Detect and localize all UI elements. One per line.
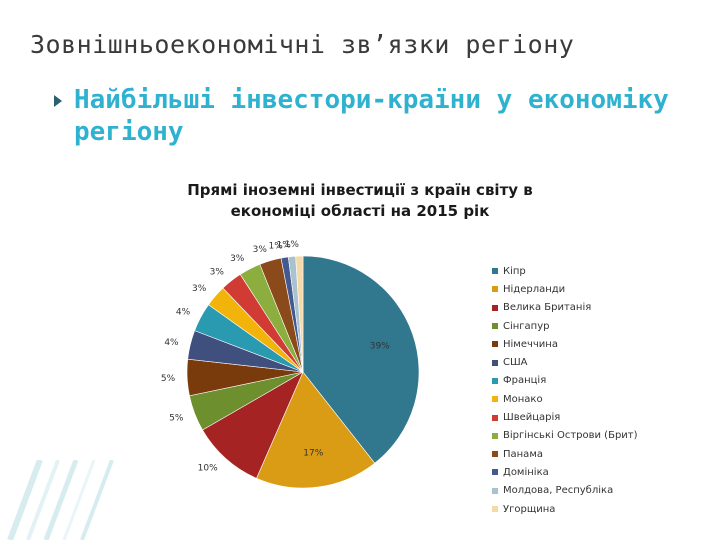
corner-decoration xyxy=(0,460,120,540)
legend-label-10: Панама xyxy=(503,448,543,460)
legend-swatch-6 xyxy=(492,377,498,384)
legend-item-5: США xyxy=(492,353,638,371)
chart-legend: Кіпр Нідерланди Велика Британія Сінгапур Нім… xyxy=(492,262,638,518)
legend-swatch-13 xyxy=(492,506,498,512)
chart-title: Прямі іноземні інвестиції з країн світу … xyxy=(187,181,533,220)
slice-label-0: 39% xyxy=(370,341,390,351)
legend-swatch-11 xyxy=(492,469,498,476)
slice-label-7: 3% xyxy=(192,284,207,294)
slice-label-11: 1% xyxy=(268,242,283,252)
legend-swatch-8 xyxy=(492,414,498,421)
slice-label-12: 1% xyxy=(277,241,292,251)
legend-item-10: Панама xyxy=(492,445,638,463)
legend-label-13: Угорщина xyxy=(503,503,556,515)
legend-item-2: Велика Британія xyxy=(492,299,638,317)
slice-label-3: 5% xyxy=(169,414,184,424)
bullet-arrow-icon xyxy=(54,95,62,107)
slice-label-10: 3% xyxy=(253,245,268,255)
legend-label-9: Віргінські Острови (Брит) xyxy=(503,430,638,442)
legend-label-6: Франція xyxy=(503,375,547,387)
slice-label-1: 17% xyxy=(303,449,323,459)
legend-label-8: Швейцарія xyxy=(503,412,561,424)
legend-label-12: Молдова, Республіка xyxy=(503,485,614,497)
slice-label-2: 10% xyxy=(198,463,218,473)
legend-swatch-12 xyxy=(492,487,498,494)
legend-label-3: Сінгапур xyxy=(503,320,550,332)
pie-slice-1 xyxy=(256,371,376,489)
pie-slice-13 xyxy=(295,255,304,373)
pie-slice-2 xyxy=(202,371,304,479)
legend-item-11: Домініка xyxy=(492,463,638,481)
legend-label-2: Велика Британія xyxy=(503,302,592,314)
legend-item-7: Монако xyxy=(492,390,638,408)
legend-label-0: Кіпр xyxy=(503,265,526,277)
legend-swatch-9 xyxy=(492,432,498,439)
legend-item-9: Віргінські Острови (Брит) xyxy=(492,427,638,445)
slice-label-6: 4% xyxy=(176,308,191,318)
legend-swatch-4 xyxy=(492,341,498,348)
legend-item-1: Нідерланди xyxy=(492,280,638,298)
legend-label-7: Монако xyxy=(503,393,543,405)
slice-label-13: 1% xyxy=(285,240,300,250)
legend-label-11: Домініка xyxy=(503,466,549,478)
legend-swatch-0 xyxy=(492,268,498,275)
legend-item-8: Швейцарія xyxy=(492,408,638,426)
legend-item-3: Сінгапур xyxy=(492,317,638,335)
legend-swatch-10 xyxy=(492,451,498,458)
legend-item-0: Кіпр xyxy=(492,262,638,280)
legend-label-4: Німеччина xyxy=(503,338,558,350)
legend-swatch-1 xyxy=(492,286,498,293)
legend-item-6: Франція xyxy=(492,372,638,390)
legend-swatch-2 xyxy=(492,304,498,311)
legend-label-5: США xyxy=(503,357,528,369)
pie-slice-0 xyxy=(302,255,420,464)
legend-swatch-7 xyxy=(492,396,498,403)
legend-swatch-5 xyxy=(492,359,498,366)
slice-label-5: 4% xyxy=(164,338,179,348)
slide-title: Зовнішньоекономічні зв’язки регіону xyxy=(30,30,575,59)
legend-label-1: Нідерланди xyxy=(503,283,566,295)
legend-item-12: Молдова, Республіка xyxy=(492,482,638,500)
legend-item-4: Німеччина xyxy=(492,335,638,353)
slice-label-9: 3% xyxy=(230,254,245,264)
slide-subtitle: Найбільші інвестори-країни у економіку р… xyxy=(74,85,669,147)
slice-label-8: 3% xyxy=(210,267,225,277)
slice-label-4: 5% xyxy=(161,374,176,384)
legend-item-13: Угорщина xyxy=(492,500,638,518)
legend-swatch-3 xyxy=(492,323,498,330)
